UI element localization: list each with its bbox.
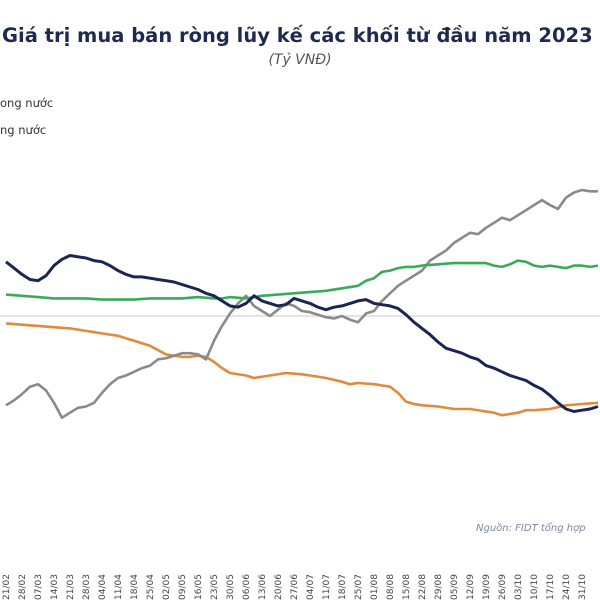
x-tick-label: 31/10: [578, 574, 588, 600]
x-tick-label: 01/08: [370, 574, 380, 600]
x-tick-label: 05/09: [450, 574, 460, 600]
x-tick-label: 07/03: [34, 574, 44, 600]
x-tick-label: 08/08: [386, 574, 396, 600]
series-line-0: [5, 254, 599, 413]
x-tick-label: 18/04: [130, 574, 140, 600]
legend-item-foreign: ng nước: [0, 123, 46, 137]
x-tick-label: 28/03: [82, 574, 92, 600]
x-tick-label: 24/10: [562, 574, 572, 600]
x-tick-label: 21/02: [2, 574, 12, 600]
legend-label: ong nước: [0, 96, 54, 110]
x-tick-label: 12/09: [466, 574, 476, 600]
chart-title: Giá trị mua bán ròng lũy kế các khối từ …: [2, 24, 593, 47]
legend-label: ng nước: [0, 123, 47, 137]
x-tick-label: 22/08: [418, 574, 428, 600]
series-line-3: [5, 188, 598, 419]
x-tick-label: 15/08: [402, 574, 412, 600]
x-tick-label: 13/06: [258, 574, 268, 600]
legend-item-domestic: ong nước: [0, 96, 53, 110]
x-tick-label: 27/06: [290, 574, 300, 600]
x-tick-label: 04/07: [306, 574, 316, 600]
x-tick-label: 16/05: [194, 574, 204, 600]
x-tick-label: 21/03: [66, 574, 76, 600]
x-tick-label: 11/04: [114, 574, 124, 600]
x-tick-label: 23/05: [210, 574, 220, 600]
x-tick-label: 09/05: [178, 574, 188, 600]
x-tick-label: 02/05: [162, 574, 172, 600]
series-line-2: [5, 259, 599, 301]
x-tick-label: 26/09: [498, 574, 508, 600]
x-tick-label: 28/02: [18, 574, 28, 600]
x-tick-label: 20/06: [274, 574, 284, 600]
x-tick-label: 04/04: [98, 574, 108, 600]
x-tick-label: 25/07: [354, 574, 364, 600]
x-tick-label: 10/10: [530, 574, 540, 600]
x-tick-label: 14/03: [50, 574, 60, 600]
x-tick-label: 25/04: [146, 574, 156, 600]
x-tick-label: 18/07: [338, 574, 348, 600]
x-tick-label: 17/10: [546, 574, 556, 600]
source-note: Nguồn: FIDT tổng hợp: [476, 523, 586, 534]
series-line-1: [5, 322, 599, 417]
x-tick-label: 19/09: [482, 574, 492, 600]
x-tick-label: 11/07: [322, 574, 332, 600]
x-tick-label: 03/10: [514, 574, 524, 600]
x-tick-label: 29/08: [434, 574, 444, 600]
x-tick-label: 06/06: [242, 574, 252, 600]
chart-subtitle: (Tỷ VNĐ): [268, 52, 332, 68]
x-tick-label: 30/05: [226, 574, 236, 600]
